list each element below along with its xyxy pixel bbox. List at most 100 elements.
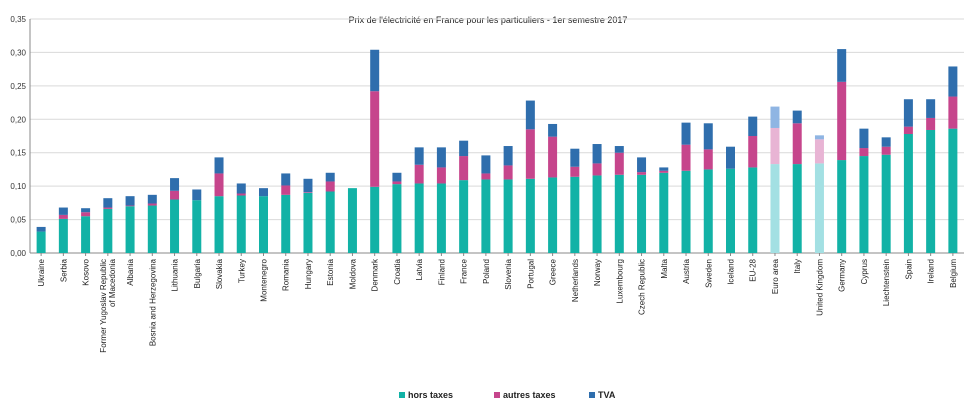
legend-swatch-hors-taxes <box>399 392 405 398</box>
bar-segment-autres-taxes <box>103 207 113 209</box>
bar-segment-TVA <box>259 188 268 197</box>
bar-segment-hors-taxes <box>614 174 624 253</box>
x-tick-label: Latvia <box>415 258 424 280</box>
bar-segment-TVA <box>170 178 180 191</box>
bar-segment-autres-taxes <box>748 136 758 168</box>
bar-segment-TVA <box>659 167 669 171</box>
bar-segment-TVA <box>392 172 402 182</box>
bar-segment-autres-taxes <box>236 193 246 196</box>
bar-segment-autres-taxes <box>303 192 313 193</box>
bar-segment-TVA <box>748 116 758 136</box>
bar-segment-TVA <box>903 99 913 127</box>
y-tick-label: 0,15 <box>10 149 26 158</box>
bar-segment-hors-taxes <box>681 170 691 253</box>
bar-segment-TVA <box>881 137 891 147</box>
x-tick-label: Finland <box>437 259 446 285</box>
bar-segment-TVA <box>192 189 202 201</box>
bar-segment-autres-taxes <box>659 170 669 173</box>
bar-segment-autres-taxes <box>81 212 91 217</box>
x-tick-label: Moldova <box>348 258 357 289</box>
bar-segment-hors-taxes <box>170 199 180 253</box>
bar-segment-autres-taxes <box>459 156 469 181</box>
bar-segment-hors-taxes <box>948 128 958 253</box>
bar-segment-hors-taxes <box>926 129 936 253</box>
bar-segment-hors-taxes <box>236 195 246 253</box>
bar-segment-hors-taxes <box>392 184 402 253</box>
bar-segment-hors-taxes <box>58 218 68 253</box>
y-tick-label: 0,00 <box>10 249 26 258</box>
bar-segment-autres-taxes <box>392 181 402 185</box>
bar-segment-autres-taxes <box>481 173 491 180</box>
x-tick-label: France <box>460 258 469 283</box>
x-tick-label: Bosnia and Herzegovina <box>148 258 157 346</box>
bar-segment-autres-taxes <box>125 205 135 207</box>
y-tick-label: 0,20 <box>10 115 26 124</box>
x-tick-label: Austria <box>682 258 691 283</box>
legend-item-hors-taxes: hors taxes <box>399 390 453 400</box>
bar-segment-autres-taxes <box>414 164 424 184</box>
x-tick-label: Germany <box>838 259 847 292</box>
bar-segment-TVA <box>36 226 46 232</box>
bar-segment-autres-taxes <box>58 214 68 219</box>
y-tick-label: 0,10 <box>10 182 26 191</box>
bar-segment-autres-taxes <box>859 148 869 157</box>
legend-label-tva: TVA <box>598 390 616 400</box>
x-tick-label: of Macedonia <box>108 258 117 307</box>
bar-segment-autres-taxes <box>681 144 691 171</box>
bar-segment-TVA <box>125 196 135 206</box>
bar-segment-hors-taxes <box>103 208 113 253</box>
x-tick-label: Montenegro <box>260 258 269 301</box>
bar-segment-hors-taxes <box>481 179 491 253</box>
bar-segment-TVA <box>948 66 958 97</box>
bar-segment-autres-taxes <box>948 96 958 129</box>
x-tick-label: Iceland <box>727 259 736 285</box>
x-tick-label: Luxembourg <box>615 259 624 303</box>
bar-segment-autres-taxes <box>436 167 446 184</box>
x-tick-label: Liechtenstein <box>882 259 891 306</box>
y-tick-label: 0,25 <box>10 82 26 91</box>
x-tick-label: Former Yugoslav Republic <box>99 259 108 353</box>
bar-segment-TVA <box>592 144 602 164</box>
x-tick-label: Cyprus <box>860 259 869 284</box>
legend-swatch-autres-taxes <box>494 392 500 398</box>
bar-segment-hors-taxes <box>259 196 268 253</box>
bar-segment-TVA <box>481 155 491 174</box>
x-tick-label: Slovenia <box>504 258 513 289</box>
bar-segment-hors-taxes <box>770 164 780 253</box>
bar-segment-TVA <box>503 146 513 166</box>
bar-segment-TVA <box>147 194 157 204</box>
bar-segment-autres-taxes <box>814 139 824 164</box>
bar-segment-autres-taxes <box>214 173 224 197</box>
bar-segment-hors-taxes <box>637 174 647 253</box>
bar-segment-hors-taxes <box>726 168 735 253</box>
y-tick-label: 0,35 <box>10 15 26 24</box>
bar-segment-hors-taxes <box>881 154 891 253</box>
y-tick-label: 0,30 <box>10 48 26 57</box>
bar-segment-hors-taxes <box>370 186 380 253</box>
x-tick-label: Norway <box>593 259 602 286</box>
bar-segment-hors-taxes <box>436 183 446 253</box>
x-tick-label: EU-28 <box>749 258 758 281</box>
legend-swatch-tva <box>589 392 595 398</box>
x-tick-label: Kosovo <box>82 258 91 285</box>
bar-segment-TVA <box>81 208 91 213</box>
bar-segment-hors-taxes <box>214 196 224 253</box>
bar-segment-TVA <box>770 106 780 128</box>
bar-segment-autres-taxes <box>170 190 180 200</box>
bar-segment-autres-taxes <box>592 163 602 176</box>
bar-segment-hors-taxes <box>147 205 157 253</box>
bar-segment-autres-taxes <box>792 123 802 165</box>
y-tick-label: 0,05 <box>10 216 26 225</box>
legend-item-autres-taxes: autres taxes <box>494 390 556 400</box>
bar-segment-hors-taxes <box>570 176 580 253</box>
x-tick-label: Lithuania <box>171 258 180 291</box>
bar-segment-TVA <box>214 157 224 174</box>
bar-segment-TVA <box>236 183 246 194</box>
bar-segment-hors-taxes <box>659 172 669 253</box>
bar-segment-TVA <box>58 207 68 215</box>
bar-segment-hors-taxes <box>503 179 513 253</box>
bar-segment-autres-taxes <box>503 165 513 180</box>
bar-segment-TVA <box>459 140 469 157</box>
bar-segment-TVA <box>703 123 713 150</box>
bar-segment-TVA <box>414 147 424 165</box>
